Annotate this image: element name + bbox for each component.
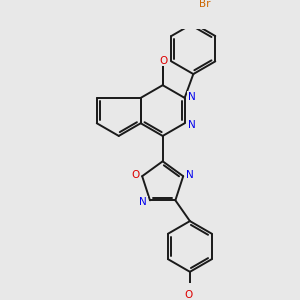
Text: N: N (188, 119, 196, 130)
Text: N: N (139, 196, 147, 207)
Text: O: O (131, 170, 139, 180)
Text: N: N (188, 92, 196, 102)
Text: O: O (160, 56, 168, 66)
Text: Br: Br (200, 0, 211, 9)
Text: N: N (186, 170, 194, 180)
Text: O: O (184, 290, 193, 300)
